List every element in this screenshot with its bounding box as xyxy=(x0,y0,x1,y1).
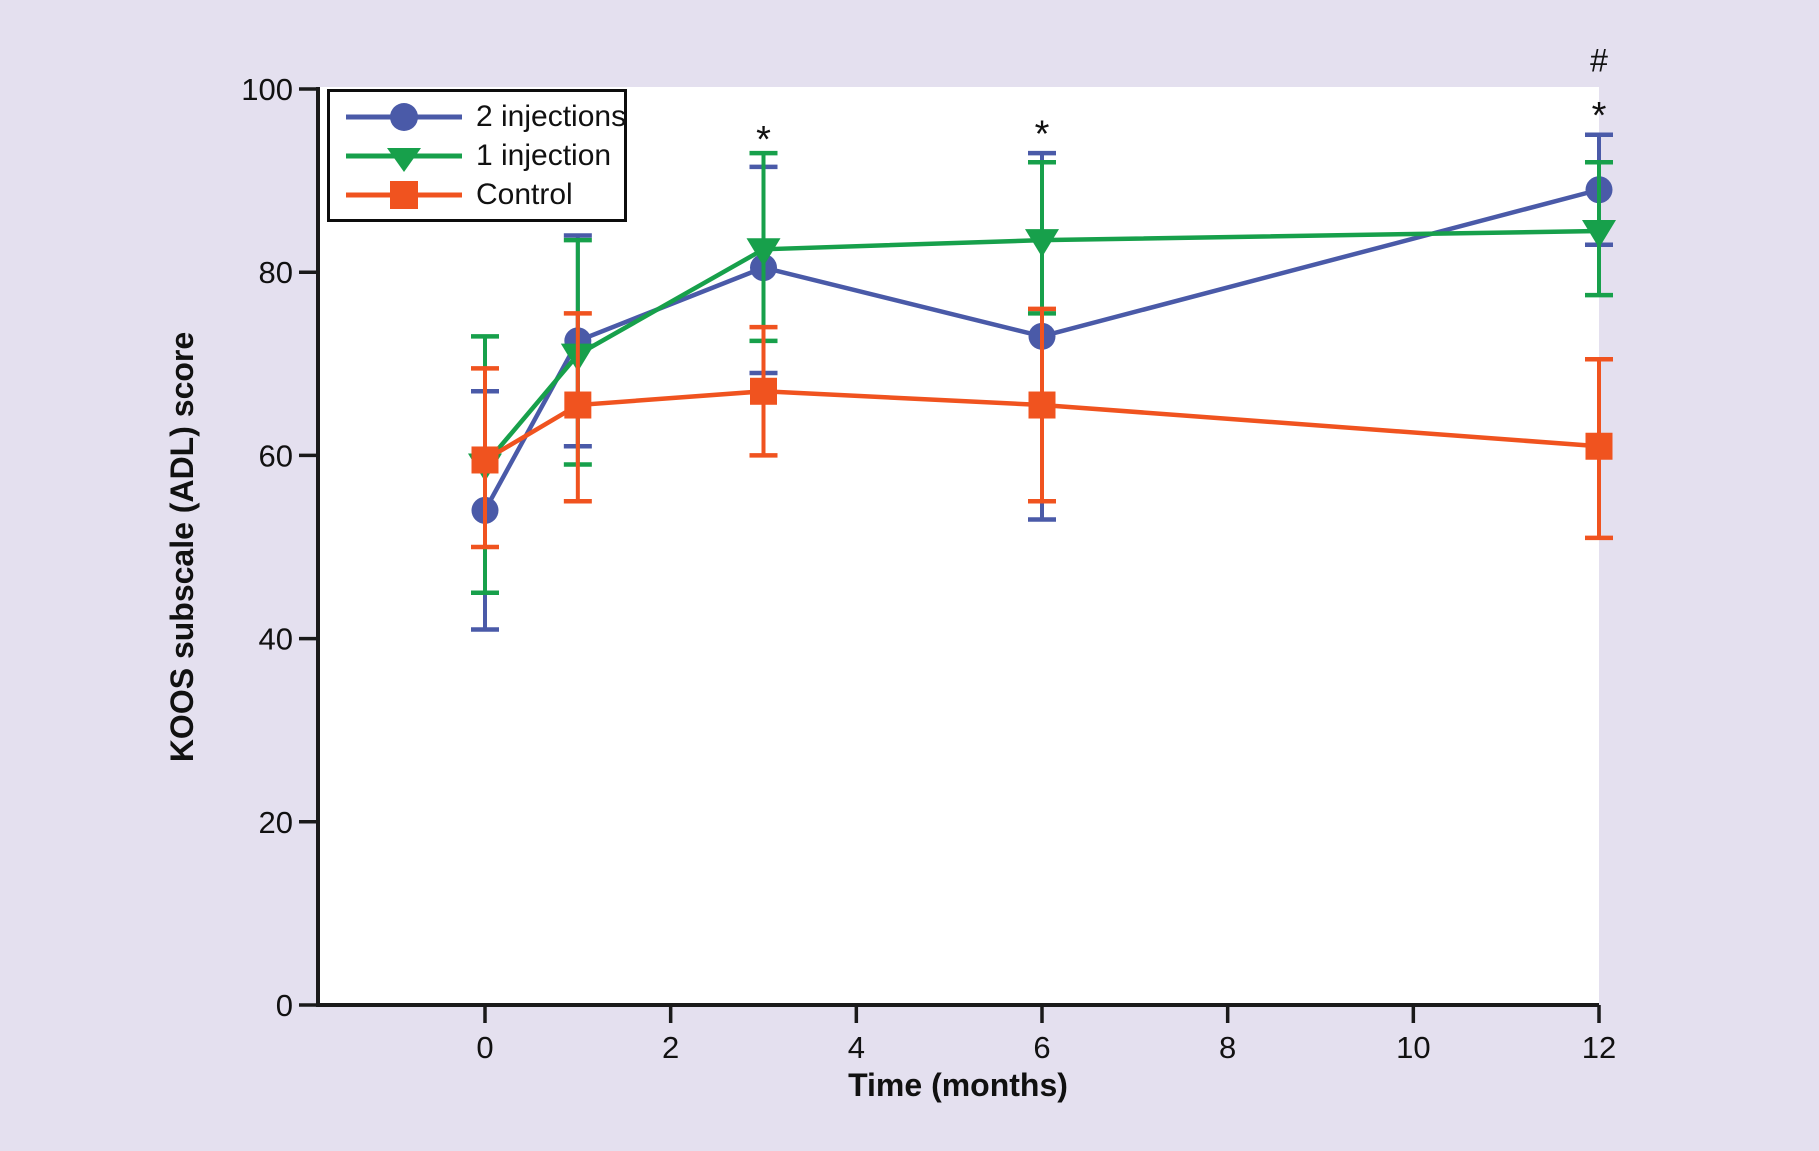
legend-marker-circle xyxy=(346,102,462,131)
plot-area xyxy=(318,87,1599,1005)
legend-label: 1 injection xyxy=(476,138,612,172)
legend-marker-square xyxy=(346,180,462,209)
significance-asterisk: * xyxy=(756,119,771,161)
x-tick-label: 4 xyxy=(848,1030,865,1065)
significance-asterisk: * xyxy=(1592,95,1607,137)
x-tick-label: 2 xyxy=(662,1030,679,1065)
legend-item-2-injections: 2 injections xyxy=(344,98,626,135)
y-tick-label: 0 xyxy=(276,988,293,1023)
y-tick-label: 100 xyxy=(241,72,293,107)
legend-item-1-injection: 1 injection xyxy=(344,137,614,174)
legend-marker-triangle-down xyxy=(346,147,462,172)
data-point-square xyxy=(1028,391,1056,419)
y-tick-label: 40 xyxy=(259,622,293,657)
legend-item-control: Control xyxy=(344,176,614,213)
series-control xyxy=(471,306,1613,550)
y-tick-label: 20 xyxy=(259,805,293,840)
data-point-triangle xyxy=(1582,219,1616,248)
x-tick-label: 6 xyxy=(1033,1030,1050,1065)
data-point-square xyxy=(471,446,499,474)
x-tick-label: 12 xyxy=(1582,1030,1616,1065)
y-tick-label: 60 xyxy=(259,438,293,473)
significance-asterisk: * xyxy=(1035,114,1050,156)
x-tick-label: 0 xyxy=(476,1030,493,1065)
data-point-square xyxy=(564,391,592,419)
data-point-square xyxy=(1585,432,1613,460)
data-point-triangle xyxy=(1025,229,1059,258)
legend-label: 2 injections xyxy=(476,99,627,133)
data-point-triangle xyxy=(746,238,781,267)
x-axis-label: Time (months) xyxy=(848,1067,1068,1103)
legend: 2 injections 1 injection Control xyxy=(327,89,627,222)
legend-label: Control xyxy=(476,177,573,211)
data-point-square xyxy=(750,377,777,405)
significance-hash: # xyxy=(1590,43,1608,79)
y-axis-label: KOOS subscale (ADL) score xyxy=(164,332,200,762)
x-tick-label: 10 xyxy=(1396,1030,1430,1065)
x-tick-label: 8 xyxy=(1219,1030,1236,1065)
y-tick-label: 80 xyxy=(259,255,293,290)
